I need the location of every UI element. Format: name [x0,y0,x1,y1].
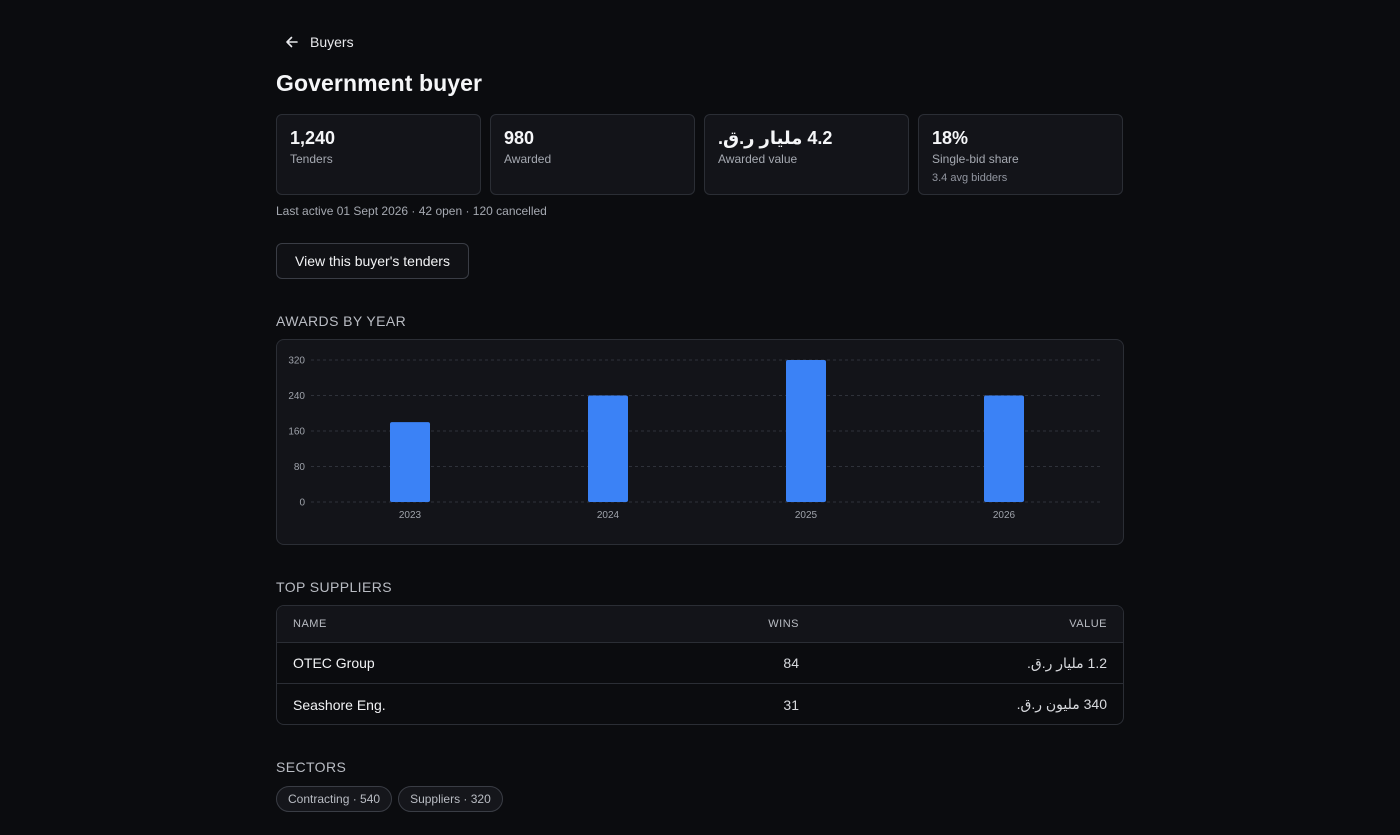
supplier-wins: 31 [783,696,799,713]
table-header: NAME WINS VALUE [277,606,1123,643]
stat-card-awarded-value: 4.2 مليار ر.ق. Awarded value [704,114,909,195]
y-tick-label: 0 [299,498,305,509]
sector-chip-contracting[interactable]: Contracting · 540 [276,786,393,812]
supplier-name: Seashore Eng. [293,696,386,713]
stat-label: Tenders [290,152,333,166]
table-row[interactable]: OTEC Group 84 1.2 مليار ر.ق. [277,643,1123,684]
stat-card-tenders: 1,240 Tenders [276,114,481,195]
y-tick-label: 160 [288,427,305,438]
y-tick-label: 240 [288,391,305,402]
stat-label: Awarded value [718,152,798,166]
view-tenders-button[interactable]: View this buyer's tenders [276,243,469,279]
x-tick-label: 2024 [597,510,620,521]
stat-value: 18% [932,128,969,148]
section-title-sectors: SECTORS [276,759,347,775]
back-link[interactable]: Buyers [284,30,354,54]
header-wins: WINS [768,618,799,630]
header-name: NAME [293,618,327,630]
stat-value: 980 [504,128,535,148]
table-row[interactable]: Seashore Eng. 31 340 مليون ر.ق. [277,684,1123,724]
stat-value: 1,240 [290,128,336,148]
stat-card-awarded: 980 Awarded [490,114,695,195]
y-tick-label: 320 [288,356,305,367]
supplier-value: 1.2 مليار ر.ق. [1026,654,1107,671]
suppliers-table: NAME WINS VALUE OTEC Group 84 1.2 مليار … [276,605,1124,725]
supplier-name: OTEC Group [293,655,375,671]
back-link-label: Buyers [310,34,354,50]
header-value: VALUE [1069,618,1107,630]
arrow-left-icon [286,36,298,48]
x-tick-label: 2023 [399,510,422,521]
stat-value: 4.2 مليار ر.ق. [718,128,833,148]
supplier-value: 340 مليون ر.ق. [1016,696,1107,712]
bar-2025 [786,360,826,502]
x-tick-label: 2025 [795,510,818,521]
activity-meta: Last active 01 Sept 2026 · 42 open · 120… [276,204,547,218]
bar-2024 [588,395,628,502]
section-title-suppliers: TOP SUPPLIERS [276,579,392,595]
bar-2023 [390,422,430,502]
stat-sub: 3.4 avg bidders [932,172,1008,184]
supplier-wins: 84 [783,655,799,671]
sector-chips: Contracting · 540 Suppliers · 320 [276,786,503,812]
stat-label: Single-bid share [932,152,1019,166]
x-tick-label: 2026 [993,510,1016,521]
section-title-awards: AWARDS BY YEAR [276,313,407,329]
y-tick-label: 80 [294,462,306,473]
stat-card-single-bid: 18% Single-bid share 3.4 avg bidders [918,114,1123,195]
stats-row: 1,240 Tenders 980 Awarded 4.2 مليار ر.ق.… [276,114,1124,195]
sector-chip-suppliers[interactable]: Suppliers · 320 [398,786,503,812]
page-title: Government buyer [276,70,483,96]
stat-label: Awarded [504,152,552,166]
awards-chart: 0 80 160 240 320 2023 2024 2025 2026 [276,339,1124,545]
bar-2026 [984,395,1024,502]
awards-chart-svg: 0 80 160 240 320 2023 2024 2025 2026 [288,356,1103,521]
